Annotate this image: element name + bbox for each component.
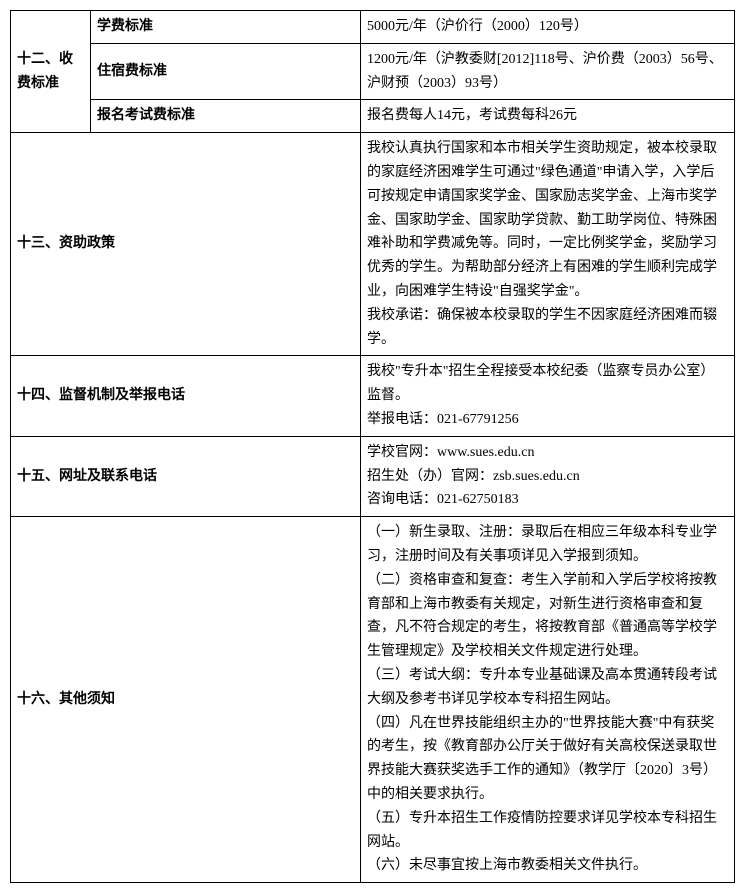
row12-sub2-value: 1200元/年（沪教委财[2012]118号、沪价费（2003）56号、沪财预（… (361, 43, 735, 100)
row12-sub1-label: 学费标准 (91, 11, 361, 44)
row12-sub3-label: 报名考试费标准 (91, 100, 361, 133)
table-row: 十二、收费标准 学费标准 5000元/年（沪价行（2000）120号） (11, 11, 735, 44)
table-row: 报名考试费标准 报名费每人14元，考试费每科26元 (11, 100, 735, 133)
row12-sub2-label: 住宿费标准 (91, 43, 361, 100)
table-row: 十三、资助政策 我校认真执行国家和本市相关学生资助规定，被本校录取的家庭经济困难… (11, 133, 735, 356)
row12-sub1-value: 5000元/年（沪价行（2000）120号） (361, 11, 735, 44)
row14-label: 十四、监督机制及举报电话 (11, 356, 361, 436)
table-row: 十五、网址及联系电话 学校官网：www.sues.edu.cn招生处（办）官网：… (11, 436, 735, 516)
row14-value: 我校"专升本"招生全程接受本校纪委（监察专员办公室）监督。举报电话：021-67… (361, 356, 735, 436)
table-row: 十六、其他须知 （一）新生录取、注册：录取后在相应三年级本科专业学习，注册时间及… (11, 517, 735, 883)
row12-sub3-value: 报名费每人14元，考试费每科26元 (361, 100, 735, 133)
table-row: 十四、监督机制及举报电话 我校"专升本"招生全程接受本校纪委（监察专员办公室）监… (11, 356, 735, 436)
row16-label: 十六、其他须知 (11, 517, 361, 883)
row15-label: 十五、网址及联系电话 (11, 436, 361, 516)
table-row: 住宿费标准 1200元/年（沪教委财[2012]118号、沪价费（2003）56… (11, 43, 735, 100)
fees-table: 十二、收费标准 学费标准 5000元/年（沪价行（2000）120号） 住宿费标… (10, 10, 735, 883)
row15-value: 学校官网：www.sues.edu.cn招生处（办）官网：zsb.sues.ed… (361, 436, 735, 516)
row13-label: 十三、资助政策 (11, 133, 361, 356)
row16-value: （一）新生录取、注册：录取后在相应三年级本科专业学习，注册时间及有关事项详见入学… (361, 517, 735, 883)
row12-label: 十二、收费标准 (11, 11, 91, 133)
row13-value: 我校认真执行国家和本市相关学生资助规定，被本校录取的家庭经济困难学生可通过"绿色… (361, 133, 735, 356)
